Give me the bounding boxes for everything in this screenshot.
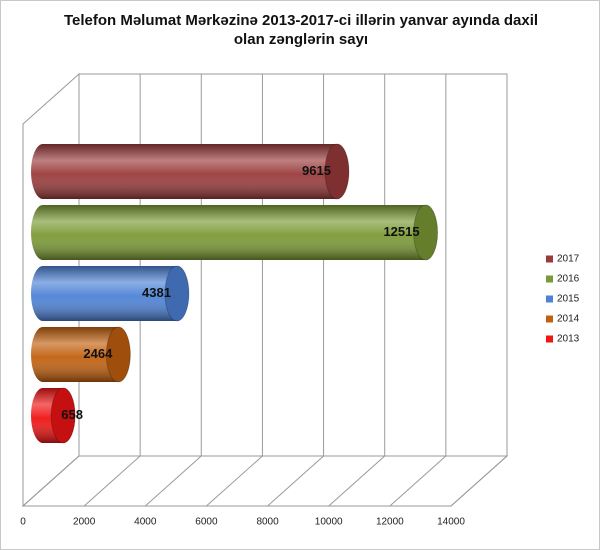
value-label: 12515 — [383, 224, 419, 239]
legend-label: 2013 — [557, 334, 580, 345]
x-tick-label: 10000 — [315, 517, 343, 528]
floor — [21, 455, 509, 507]
floor-line — [144, 455, 202, 507]
bar-shade — [31, 144, 349, 199]
floor-line — [450, 455, 508, 507]
floor-line — [83, 455, 141, 507]
x-tick-label: 0 — [20, 517, 26, 528]
legend-label: 2014 — [557, 314, 580, 325]
bar-cap — [324, 143, 350, 200]
x-tick-label: 8000 — [256, 517, 279, 528]
legend-label: 2015 — [557, 294, 580, 305]
value-label: 658 — [61, 407, 83, 422]
value-label: 9615 — [302, 163, 331, 178]
value-label: 4381 — [142, 285, 171, 300]
bar-cap — [164, 265, 190, 322]
legend-label: 2017 — [557, 254, 580, 265]
legend-label: 2016 — [557, 274, 580, 285]
bar-cap — [413, 204, 439, 261]
bar-shade — [30, 266, 189, 321]
x-tick-label: 2000 — [73, 517, 96, 528]
legend-swatch — [546, 335, 553, 343]
bar-cap-shade — [413, 205, 438, 260]
x-tick-label: 4000 — [134, 517, 157, 528]
legend-swatch — [546, 275, 553, 283]
bar-shade — [30, 327, 131, 382]
floor-line — [206, 455, 263, 507]
bar-cap-shade — [106, 327, 131, 382]
chart-title: Telefon Məlumat Mərkəzinə 2013-2017-ci i… — [63, 12, 539, 48]
value-label: 2464 — [83, 346, 113, 361]
legend-swatch — [546, 315, 553, 323]
bar-cap — [105, 326, 131, 383]
floor-line — [22, 455, 80, 507]
bar-cap-shade — [51, 388, 76, 443]
bar-shade — [30, 205, 438, 260]
floor-line — [389, 455, 447, 507]
legend-swatch — [546, 255, 553, 263]
floor-line — [328, 455, 386, 507]
floor-line — [267, 455, 324, 507]
bar-cap-shade — [164, 266, 189, 321]
x-tick-label: 12000 — [376, 517, 404, 528]
bar-cap-shade — [324, 144, 349, 199]
legend-swatch — [546, 295, 553, 303]
bar-cap — [50, 387, 76, 444]
x-tick-label: 14000 — [437, 517, 465, 528]
back-wall — [78, 73, 508, 457]
x-tick-label: 6000 — [195, 517, 218, 528]
